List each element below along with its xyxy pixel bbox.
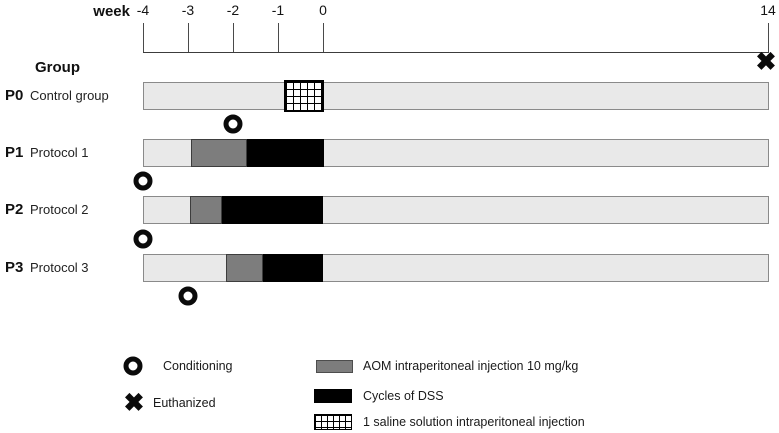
aom-segment xyxy=(225,254,264,282)
group-id-label: P3 xyxy=(5,259,24,276)
timeline-bar xyxy=(143,82,769,110)
dss-segment xyxy=(263,254,323,282)
saline-legend-label: 1 saline solution intraperitoneal inject… xyxy=(363,415,585,429)
group-id-label: P2 xyxy=(5,201,24,218)
euthanized-legend-label: Euthanized xyxy=(153,396,216,410)
axis-tick-label: 0 xyxy=(319,2,327,18)
axis-tick xyxy=(768,23,769,52)
axis-tick xyxy=(233,23,234,52)
conditioning-marker-icon xyxy=(223,114,243,134)
aom-legend-label: AOM intraperitoneal injection 10 mg/kg xyxy=(363,359,579,373)
axis-tick xyxy=(323,23,324,52)
group-column-header: Group xyxy=(35,59,80,76)
conditioning-icon xyxy=(123,356,143,376)
euthanized-marker-icon: ✖ xyxy=(755,48,777,76)
conditioning-marker-icon xyxy=(133,171,153,191)
saline-swatch-icon xyxy=(314,414,352,430)
conditioning-marker-icon xyxy=(178,286,198,306)
dss-legend-label: Cycles of DSS xyxy=(363,389,444,403)
aom-swatch-icon xyxy=(316,360,353,373)
axis-tick-label: -3 xyxy=(181,2,195,18)
axis-tick-label: -4 xyxy=(136,2,150,18)
group-id-label: P0 xyxy=(5,87,24,104)
group-name-label: Protocol 3 xyxy=(30,260,89,275)
group-name-label: Control group xyxy=(30,88,109,103)
euthanized-icon: ✖ xyxy=(123,389,145,417)
axis-tick-label: -1 xyxy=(271,2,285,18)
aom-segment xyxy=(191,139,247,167)
axis-tick-label: 14 xyxy=(760,2,776,18)
dss-swatch-icon xyxy=(314,389,352,403)
axis-tick xyxy=(143,23,144,52)
axis-tick xyxy=(278,23,279,52)
dss-segment xyxy=(246,139,325,167)
axis-tick xyxy=(188,23,189,52)
conditioning-legend-label: Conditioning xyxy=(163,359,233,373)
saline-segment xyxy=(283,80,324,112)
group-name-label: Protocol 1 xyxy=(30,145,89,160)
group-name-label: Protocol 2 xyxy=(30,202,89,217)
group-id-label: P1 xyxy=(5,144,24,161)
conditioning-marker-icon xyxy=(133,229,153,249)
axis-tick-label: -2 xyxy=(226,2,240,18)
week-axis-line xyxy=(143,52,769,53)
aom-segment xyxy=(189,196,223,224)
week-axis-title: week xyxy=(93,3,130,20)
dss-segment xyxy=(222,196,323,224)
